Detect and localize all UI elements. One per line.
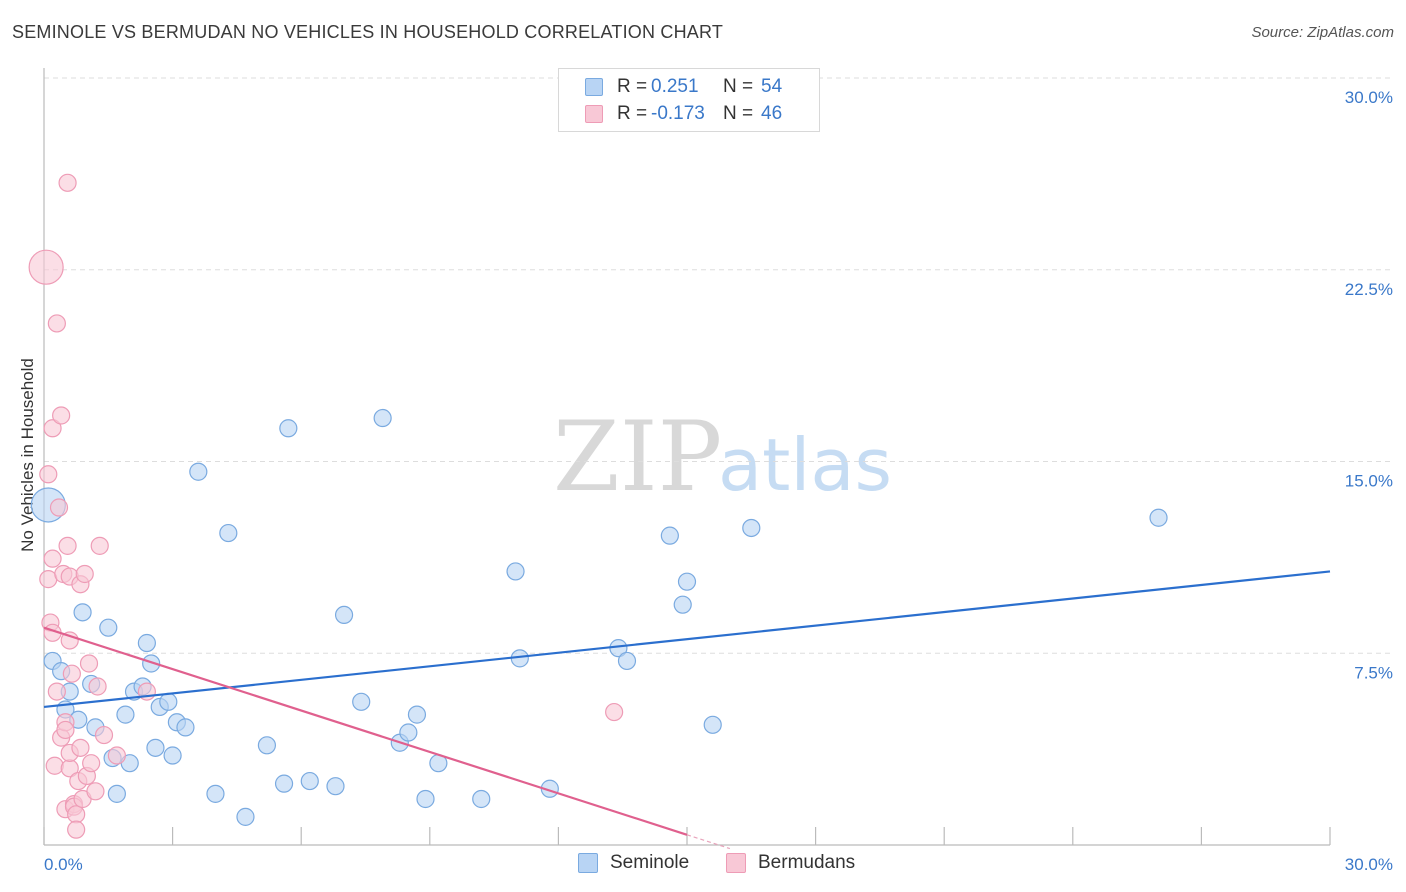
watermark-atlas: atlas	[718, 423, 892, 507]
seminole-point	[677, 572, 697, 591]
seminole-point	[219, 523, 238, 543]
seminole-trend-line	[43, 570, 1331, 709]
bottom-legend-bermudans-label: Bermudans	[758, 852, 856, 873]
x-tick-label: 30.0%	[1345, 855, 1393, 874]
seminole-point	[236, 807, 255, 826]
seminole-point	[206, 784, 225, 803]
bermudan-point	[75, 564, 94, 584]
seminole-point	[163, 746, 182, 765]
bermudan-point	[43, 419, 62, 438]
bermudan-trend-line	[43, 626, 688, 836]
legend-row-seminole: R = 0.251 N = 54	[585, 75, 782, 99]
bermudan-point	[90, 536, 109, 555]
seminole-point	[617, 651, 637, 671]
y-tick-label: 15.0%	[1345, 472, 1393, 491]
seminole-point	[176, 718, 195, 737]
seminole-point	[73, 603, 92, 622]
bermudan-point	[86, 782, 105, 801]
bermudan-point	[605, 702, 624, 722]
seminole-point	[660, 526, 679, 545]
bermudan-point	[56, 720, 75, 740]
legend-n-label: N =	[723, 103, 754, 124]
seminole-point	[116, 705, 135, 724]
bottom-legend-seminole-label: Seminole	[610, 852, 690, 873]
seminole-point	[279, 419, 298, 438]
legend-n-label: N =	[723, 76, 754, 97]
seminole-point	[673, 595, 692, 614]
bermudan-point	[47, 314, 66, 333]
seminole-point	[107, 784, 126, 803]
bermudan-point	[58, 536, 77, 555]
seminole-point	[146, 738, 165, 757]
bermudan-point	[45, 756, 64, 775]
seminole-point	[300, 771, 319, 791]
y-tick-label: 30.0%	[1345, 88, 1393, 107]
bermudan-point	[62, 664, 81, 683]
stats-legend: R = 0.251 N = 54 R = -0.173 N = 46	[558, 68, 820, 132]
seminole-point	[274, 774, 294, 793]
seminole-point	[326, 777, 345, 796]
legend-r-label: R =	[617, 76, 648, 97]
legend-r-label: R =	[617, 103, 648, 124]
seminole-point	[137, 633, 156, 653]
bermudan-point	[82, 754, 101, 773]
seminole-swatch	[585, 78, 603, 96]
bermudan-point	[107, 746, 126, 765]
seminole-point	[472, 789, 491, 809]
bermudan-point	[67, 820, 86, 839]
bermudan-point	[67, 805, 86, 824]
chart-source: Source: ZipAtlas.com	[1251, 24, 1394, 41]
bermudan-point	[58, 173, 77, 192]
seminole-point	[352, 692, 371, 711]
seminole-point	[189, 462, 208, 481]
bermudan-point	[47, 682, 66, 701]
seminole-point	[1149, 508, 1168, 527]
seminole-point	[334, 605, 354, 625]
legend-row-bermudans: R = -0.173 N = 46	[585, 102, 782, 126]
seminole-swatch	[578, 853, 598, 873]
seminole-point	[703, 715, 722, 734]
bermudan-point	[52, 406, 71, 425]
bermudan-point	[39, 465, 58, 484]
bermudan-point	[28, 249, 64, 285]
y-tick-label: 7.5%	[1354, 663, 1393, 682]
seminole-point	[373, 408, 392, 428]
bermudan-point	[71, 738, 90, 757]
legend-r-value: 0.251	[651, 76, 699, 97]
bermudan-point	[43, 549, 62, 568]
legend-n-value: 54	[761, 76, 783, 97]
chart-title: SEMINOLE VS BERMUDAN NO VEHICLES IN HOUS…	[12, 22, 724, 42]
legend-n-value: 46	[761, 103, 783, 124]
bermudan-point	[49, 498, 69, 517]
watermark-zip: ZIP	[553, 401, 722, 513]
bermudan-point	[94, 725, 114, 745]
bermudan-trend-extension	[686, 834, 731, 850]
seminole-point	[506, 562, 525, 581]
bottom-legend-bermudans: Bermudans	[726, 852, 855, 874]
seminole-point	[416, 789, 435, 809]
seminole-point	[742, 518, 761, 538]
seminole-point	[159, 692, 178, 711]
bermudan-point	[79, 654, 99, 673]
legend-r-value: -0.173	[651, 103, 705, 124]
y-tick-label: 22.5%	[1345, 280, 1393, 299]
seminole-point	[257, 736, 277, 755]
x-tick-label: 0.0%	[44, 855, 83, 874]
seminole-point	[399, 723, 418, 742]
seminole-point	[142, 654, 161, 673]
seminole-point	[99, 618, 118, 637]
bermudan-point	[88, 677, 107, 696]
bottom-legend-seminole: Seminole	[578, 852, 689, 874]
bermudan-swatch	[585, 105, 603, 123]
seminole-point	[407, 705, 427, 724]
bermudan-swatch	[726, 853, 746, 873]
